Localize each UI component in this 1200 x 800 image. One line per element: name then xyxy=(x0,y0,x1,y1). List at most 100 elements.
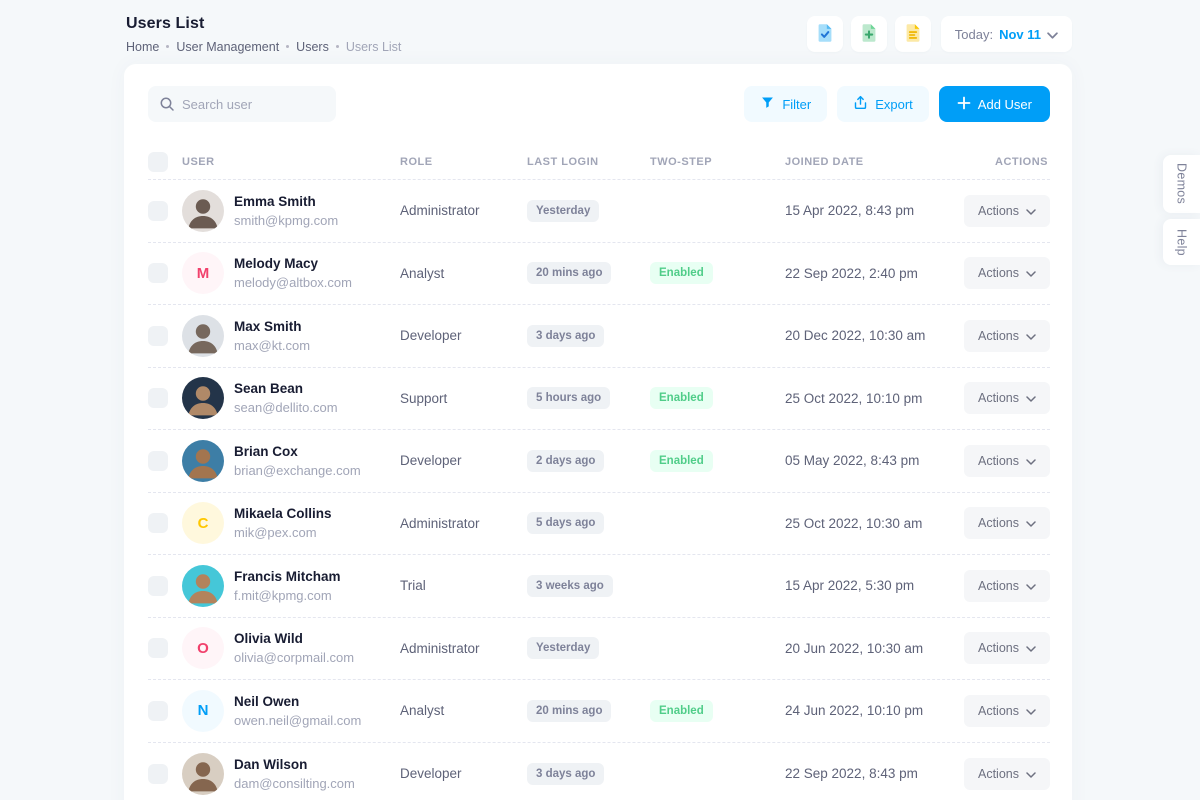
last-login-badge: Yesterday xyxy=(527,199,600,222)
user-email: melody@altbox.com xyxy=(234,275,352,291)
avatar[interactable] xyxy=(182,752,224,795)
document-check-button[interactable] xyxy=(806,16,843,52)
actions-dropdown-button[interactable]: Actions xyxy=(964,382,1050,415)
column-header-last-login[interactable]: LAST LOGIN xyxy=(527,155,599,168)
actions-dropdown-button[interactable]: Actions xyxy=(964,632,1050,665)
search-input[interactable] xyxy=(148,86,336,122)
role-cell: Administrator xyxy=(400,640,480,656)
two-step-cell: Enabled xyxy=(650,449,785,472)
actions-cell: Actions xyxy=(964,257,1050,290)
two-step-cell: Enabled xyxy=(650,699,785,722)
breadcrumb-users[interactable]: Users xyxy=(296,39,329,54)
document-plus-button[interactable] xyxy=(850,16,887,52)
breadcrumb-home[interactable]: Home xyxy=(126,39,160,54)
actions-dropdown-button[interactable]: Actions xyxy=(964,757,1050,790)
joined-date-cell: 22 Sep 2022, 8:43 pm xyxy=(785,766,918,782)
actions-label: Actions xyxy=(978,578,1019,593)
column-header-joined-date[interactable]: JOINED DATE xyxy=(785,155,864,168)
last-login-badge: 20 mins ago xyxy=(527,699,612,722)
user-cell: Emma Smith smith@kpmg.com xyxy=(182,189,400,232)
user-email: owen.neil@gmail.com xyxy=(234,712,362,728)
actions-dropdown-button[interactable]: Actions xyxy=(964,694,1050,727)
row-checkbox[interactable] xyxy=(148,700,168,721)
last-login-badge: 5 hours ago xyxy=(527,387,611,410)
actions-dropdown-button[interactable]: Actions xyxy=(964,507,1050,540)
filter-button[interactable]: Filter xyxy=(744,86,828,122)
user-text: Max Smith max@kt.com xyxy=(234,319,310,353)
row-checkbox[interactable] xyxy=(148,638,168,659)
last-login-badge: 5 days ago xyxy=(527,512,605,535)
user-cell: Max Smith max@kt.com xyxy=(182,314,400,357)
row-checkbox[interactable] xyxy=(148,263,168,284)
user-name[interactable]: Neil Owen xyxy=(234,693,300,709)
avatar[interactable] xyxy=(182,314,224,357)
avatar[interactable] xyxy=(182,189,224,232)
user-name[interactable]: Emma Smith xyxy=(234,193,316,209)
user-name[interactable]: Sean Bean xyxy=(234,381,304,397)
avatar[interactable] xyxy=(182,564,224,607)
actions-dropdown-button[interactable]: Actions xyxy=(964,569,1050,602)
column-header-role[interactable]: ROLE xyxy=(400,155,433,168)
actions-label: Actions xyxy=(978,328,1019,343)
last-login-badge: 20 mins ago xyxy=(527,262,612,285)
column-header-two-step[interactable]: TWO-STEP xyxy=(650,155,713,168)
avatar[interactable]: M xyxy=(182,252,224,295)
row-checkbox[interactable] xyxy=(148,325,168,346)
actions-cell: Actions xyxy=(964,382,1050,415)
user-name[interactable]: Dan Wilson xyxy=(234,756,308,772)
date-picker-button[interactable]: Today: Nov 11 xyxy=(940,16,1072,52)
user-name[interactable]: Max Smith xyxy=(234,318,302,334)
user-name[interactable]: Mikaela Collins xyxy=(234,506,332,522)
user-cell: Dan Wilson dam@consilting.com xyxy=(182,752,400,795)
row-checkbox[interactable] xyxy=(148,200,168,221)
user-name[interactable]: Melody Macy xyxy=(234,256,319,272)
joined-date-cell: 24 Jun 2022, 10:10 pm xyxy=(785,703,924,719)
avatar[interactable]: C xyxy=(182,502,224,545)
row-checkbox[interactable] xyxy=(148,450,168,471)
breadcrumb: Home User Management Users Users List xyxy=(126,40,401,54)
user-name[interactable]: Olivia Wild xyxy=(234,631,303,647)
select-all-checkbox[interactable] xyxy=(148,151,168,172)
role-cell: Trial xyxy=(400,578,426,594)
actions-cell: Actions xyxy=(964,569,1050,602)
add-user-button[interactable]: Add User xyxy=(938,86,1050,122)
add-user-label: Add User xyxy=(977,96,1032,112)
breadcrumb-user-management[interactable]: User Management xyxy=(176,39,280,54)
actions-dropdown-button[interactable]: Actions xyxy=(964,444,1050,477)
row-checkbox[interactable] xyxy=(148,575,168,596)
actions-dropdown-button[interactable]: Actions xyxy=(964,257,1050,290)
last-login-cell: 20 mins ago xyxy=(527,262,650,285)
column-header-user[interactable]: USER xyxy=(182,155,215,168)
chevron-down-icon xyxy=(1026,516,1036,530)
avatar[interactable] xyxy=(182,439,224,482)
avatar[interactable]: O xyxy=(182,627,224,670)
table-row: C Mikaela Collins mik@pex.com Administra… xyxy=(148,493,1050,555)
help-tab[interactable]: Help xyxy=(1163,219,1200,265)
actions-dropdown-button[interactable]: Actions xyxy=(964,194,1050,227)
document-lines-button[interactable] xyxy=(894,16,931,52)
plus-icon xyxy=(957,96,971,113)
export-button[interactable]: Export xyxy=(837,86,929,122)
row-checkbox[interactable] xyxy=(148,513,168,534)
row-checkbox[interactable] xyxy=(148,388,168,409)
actions-dropdown-button[interactable]: Actions xyxy=(964,319,1050,352)
user-text: Melody Macy melody@altbox.com xyxy=(234,256,352,290)
demos-tab[interactable]: Demos xyxy=(1163,155,1200,213)
user-text: Dan Wilson dam@consilting.com xyxy=(234,757,355,791)
row-checkbox[interactable] xyxy=(148,763,168,784)
user-text: Neil Owen owen.neil@gmail.com xyxy=(234,694,361,728)
chevron-down-icon xyxy=(1026,204,1036,218)
user-cell: C Mikaela Collins mik@pex.com xyxy=(182,502,400,545)
actions-cell: Actions xyxy=(964,757,1050,790)
avatar[interactable] xyxy=(182,377,224,420)
user-cell: M Melody Macy melody@altbox.com xyxy=(182,252,400,295)
avatar[interactable]: N xyxy=(182,689,224,732)
last-login-cell: 5 days ago xyxy=(527,512,650,535)
actions-cell: Actions xyxy=(964,444,1050,477)
user-name[interactable]: Brian Cox xyxy=(234,443,298,459)
actions-label: Actions xyxy=(978,203,1019,218)
user-name[interactable]: Francis Mitcham xyxy=(234,568,341,584)
search-icon xyxy=(159,96,175,117)
user-cell: Sean Bean sean@dellito.com xyxy=(182,377,400,420)
actions-label: Actions xyxy=(978,641,1019,656)
